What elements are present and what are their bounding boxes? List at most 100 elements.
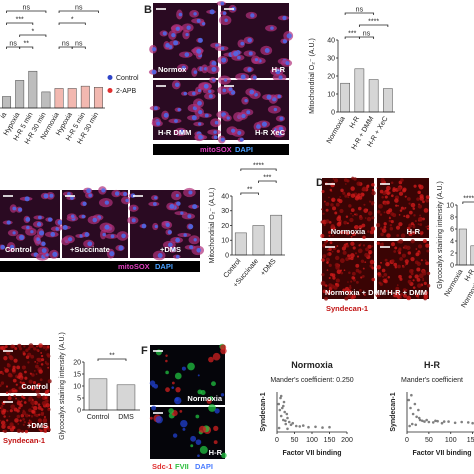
- significance-bracket: [19, 46, 34, 49]
- image-label: +DMS: [160, 245, 181, 254]
- stain-speck: [197, 454, 200, 458]
- stain-speck: [360, 192, 365, 197]
- scatter-point: [278, 408, 282, 412]
- stain-speck: [42, 345, 47, 349]
- stain-speck: [414, 292, 417, 295]
- significance-bracket: [58, 22, 86, 25]
- stain-speck: [350, 256, 354, 261]
- stain-speck: [40, 411, 45, 416]
- stain-speck: [384, 195, 388, 199]
- nucleus: [25, 217, 31, 222]
- stain-speck: [13, 358, 18, 363]
- stain-speck: [418, 273, 424, 279]
- stain-speck: [30, 354, 35, 359]
- scatter-point: [409, 406, 412, 410]
- stain-speck: [199, 445, 208, 454]
- significance-bracket: [97, 358, 127, 361]
- nucleus: [9, 244, 15, 250]
- nucleus: [198, 109, 203, 115]
- scatter-point: [282, 404, 285, 408]
- stain-speck: [400, 206, 404, 210]
- stain-speck: [334, 282, 338, 286]
- nucleus: [121, 233, 126, 239]
- stain-speck: [371, 266, 374, 270]
- stain-speck: [397, 204, 399, 207]
- image-label: Syndecan-1: [326, 304, 368, 313]
- bar: [54, 88, 64, 109]
- nucleus: [237, 55, 241, 60]
- stain-speck: [390, 242, 396, 247]
- x-tick-label: Normoxia: [444, 268, 465, 298]
- nucleus: [176, 201, 181, 206]
- stain-speck: [353, 177, 357, 181]
- chart-title: Normoxia: [291, 360, 334, 370]
- y-tick-label: 5: [77, 395, 81, 402]
- stain-speck: [350, 193, 356, 198]
- nucleus: [92, 217, 98, 223]
- nucleus: [169, 203, 175, 209]
- scatter-point: [427, 420, 431, 424]
- stain-speck: [386, 209, 391, 215]
- stain-speck: [344, 194, 348, 198]
- stain-speck: [333, 178, 339, 183]
- y-tick-label: 15: [73, 371, 81, 378]
- stain-speck: [0, 384, 2, 387]
- image-label: Normox: [158, 65, 187, 74]
- stain-speck: [37, 426, 40, 429]
- scatter-point: [410, 422, 414, 426]
- stain-speck: [414, 220, 417, 223]
- stain-speck: [35, 389, 41, 394]
- stain-speck: [386, 192, 390, 196]
- stain-speck: [9, 427, 15, 432]
- nucleus: [193, 12, 197, 16]
- significance-label: **: [247, 187, 253, 194]
- scatter-point: [280, 406, 284, 410]
- y-tick-label: 40: [221, 193, 229, 200]
- stain-speck: [416, 277, 421, 282]
- stain-speck: [385, 290, 388, 292]
- nucleus: [45, 253, 49, 257]
- stain-speck: [41, 358, 45, 362]
- stain-speck: [357, 232, 359, 235]
- stain-speck: [339, 290, 342, 294]
- nucleus: [151, 69, 157, 75]
- stain-speck: [389, 227, 394, 231]
- image-label: FVII: [175, 462, 189, 471]
- nucleus: [81, 214, 86, 219]
- stain-speck: [321, 208, 323, 211]
- nucleus: [240, 74, 246, 80]
- stain-speck: [413, 214, 416, 217]
- stain-speck: [331, 250, 334, 253]
- stain-speck: [12, 390, 15, 392]
- stain-speck: [24, 429, 29, 434]
- stain-speck: [326, 261, 329, 264]
- significance-label: ****: [253, 163, 264, 170]
- stain-speck: [407, 279, 412, 284]
- bar: [41, 91, 51, 109]
- stain-speck: [412, 225, 416, 229]
- stain-speck: [324, 284, 328, 287]
- nucleus: [222, 88, 227, 93]
- panel-letter: B: [144, 4, 152, 16]
- stain-speck: [335, 265, 340, 270]
- scatter-point: [410, 393, 413, 397]
- stain-speck: [351, 231, 357, 237]
- stain-speck: [47, 379, 52, 384]
- stain-speck: [422, 239, 427, 243]
- stain-speck: [40, 408, 44, 411]
- stain-speck: [9, 422, 14, 427]
- stain-speck: [332, 276, 336, 280]
- scatter-point: [471, 421, 474, 425]
- stain-speck: [395, 204, 398, 207]
- stain-speck: [336, 249, 340, 253]
- scatter-point: [460, 420, 463, 424]
- stain-speck: [397, 186, 402, 192]
- nucleus: [282, 15, 287, 21]
- x-axis-label: Factor VII binding: [282, 450, 341, 457]
- significance-label: ns: [75, 5, 83, 12]
- stain-speck: [406, 197, 411, 201]
- scatter-point: [434, 419, 437, 423]
- stain-speck: [347, 196, 350, 199]
- bar: [270, 214, 283, 256]
- stain-speck: [7, 396, 12, 401]
